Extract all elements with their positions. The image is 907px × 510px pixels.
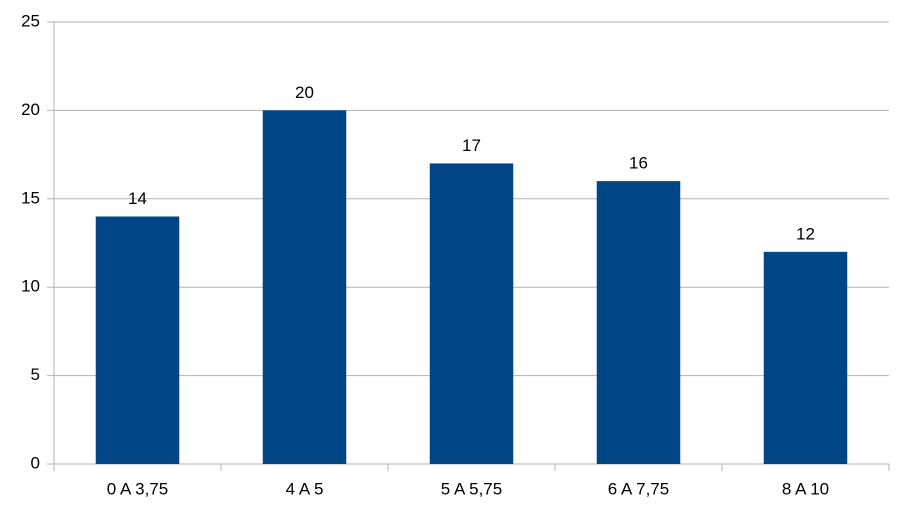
data-label: 16 xyxy=(629,154,648,173)
y-tick-label: 20 xyxy=(21,100,40,119)
bar xyxy=(95,216,180,464)
y-tick-label: 25 xyxy=(21,11,40,30)
bar xyxy=(596,181,681,464)
x-tick-label: 6 A 7,75 xyxy=(608,479,669,498)
bar xyxy=(763,251,848,464)
y-tick-label: 15 xyxy=(21,188,40,207)
data-label: 20 xyxy=(295,83,314,102)
x-tick-label: 4 A 5 xyxy=(286,479,324,498)
bar xyxy=(429,163,514,464)
data-label: 14 xyxy=(128,189,147,208)
y-tick-label: 5 xyxy=(31,365,40,384)
x-tick-label: 0 A 3,75 xyxy=(107,479,168,498)
x-tick-label: 5 A 5,75 xyxy=(441,479,502,498)
data-label: 12 xyxy=(796,224,815,243)
data-label: 17 xyxy=(462,136,481,155)
y-tick-label: 10 xyxy=(21,277,40,296)
x-tick-label: 8 A 10 xyxy=(782,479,829,498)
y-tick-label: 0 xyxy=(31,453,40,472)
bar xyxy=(262,110,347,465)
